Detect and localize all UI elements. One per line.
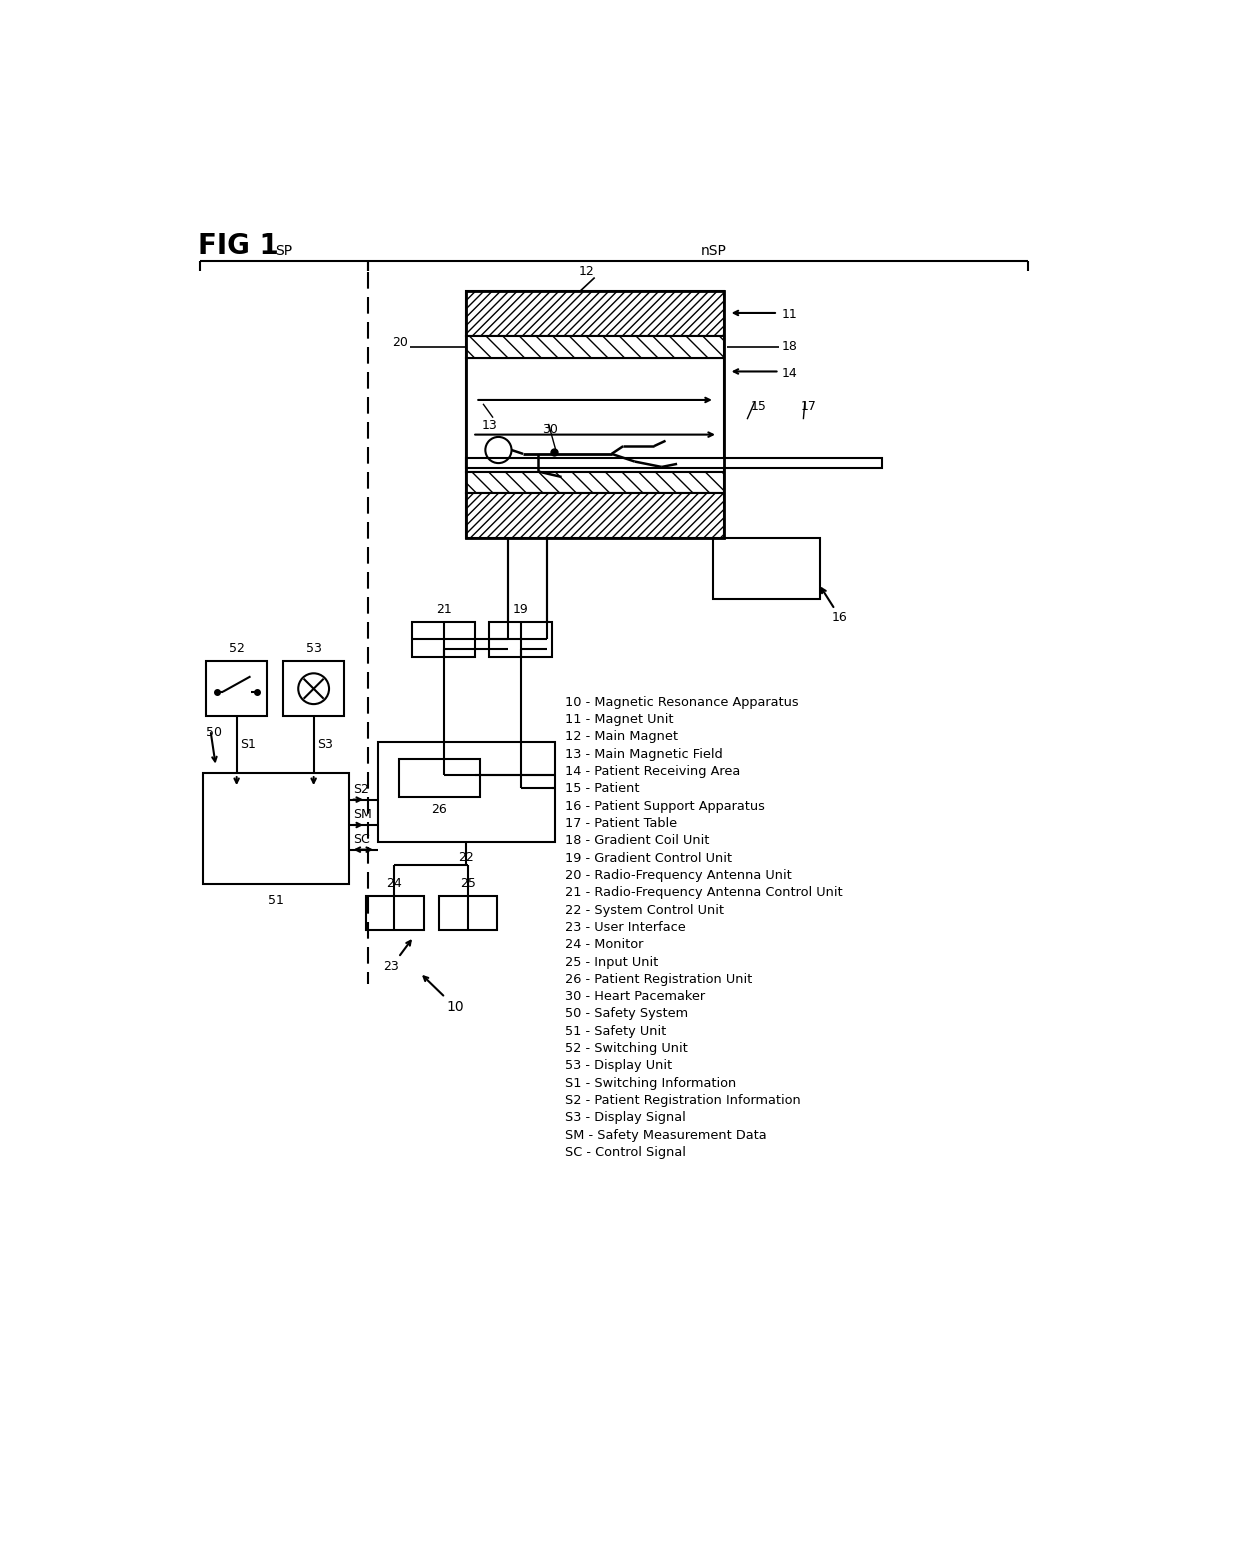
Bar bbox=[466, 292, 724, 537]
Text: 20 - Radio-Frequency Antenna Unit: 20 - Radio-Frequency Antenna Unit bbox=[564, 868, 791, 883]
Text: 26 - Patient Registration Unit: 26 - Patient Registration Unit bbox=[564, 973, 751, 986]
Text: 50: 50 bbox=[206, 726, 222, 739]
Text: S1 - Switching Information: S1 - Switching Information bbox=[564, 1076, 735, 1090]
Text: 53 - Display Unit: 53 - Display Unit bbox=[564, 1059, 672, 1073]
Bar bbox=[412, 623, 475, 658]
Text: S1: S1 bbox=[241, 737, 257, 751]
Text: SC - Control Signal: SC - Control Signal bbox=[564, 1147, 686, 1159]
Text: 17 - Patient Table: 17 - Patient Table bbox=[564, 817, 677, 829]
Text: 12 - Main Magnet: 12 - Main Magnet bbox=[564, 731, 677, 744]
Text: 21 - Radio-Frequency Antenna Control Unit: 21 - Radio-Frequency Antenna Control Uni… bbox=[564, 886, 842, 900]
Text: 52: 52 bbox=[228, 642, 244, 654]
Bar bbox=[466, 472, 724, 494]
Bar bbox=[366, 897, 424, 931]
Bar bbox=[377, 742, 554, 842]
Text: 18: 18 bbox=[781, 341, 797, 353]
Bar bbox=[203, 773, 350, 884]
Text: nSP: nSP bbox=[701, 244, 727, 258]
Text: 19 - Gradient Control Unit: 19 - Gradient Control Unit bbox=[564, 851, 732, 864]
Text: 30: 30 bbox=[542, 423, 558, 436]
Text: 12: 12 bbox=[579, 264, 595, 278]
Bar bbox=[466, 494, 724, 537]
Text: 11: 11 bbox=[781, 308, 797, 320]
Bar bbox=[399, 759, 480, 797]
Bar bbox=[439, 897, 497, 931]
Text: SM: SM bbox=[353, 808, 372, 822]
Text: 10: 10 bbox=[446, 1000, 465, 1014]
Text: 51 - Safety Unit: 51 - Safety Unit bbox=[564, 1025, 666, 1037]
Text: 13 - Main Magnetic Field: 13 - Main Magnetic Field bbox=[564, 748, 723, 761]
Text: SM - Safety Measurement Data: SM - Safety Measurement Data bbox=[564, 1129, 766, 1142]
Text: 16: 16 bbox=[832, 611, 848, 623]
Text: 13: 13 bbox=[481, 419, 497, 433]
Bar bbox=[283, 661, 345, 717]
Text: 21: 21 bbox=[436, 603, 451, 617]
Bar bbox=[466, 358, 724, 472]
Text: 15: 15 bbox=[751, 400, 766, 412]
Bar bbox=[713, 537, 821, 600]
Bar bbox=[466, 292, 724, 336]
Text: 24 - Monitor: 24 - Monitor bbox=[564, 939, 644, 951]
Text: 26: 26 bbox=[432, 803, 448, 817]
Text: S2 - Patient Registration Information: S2 - Patient Registration Information bbox=[564, 1093, 800, 1107]
Bar bbox=[490, 623, 552, 658]
Text: SP: SP bbox=[275, 244, 293, 258]
Text: 30 - Heart Pacemaker: 30 - Heart Pacemaker bbox=[564, 990, 704, 1003]
Text: 14 - Patient Receiving Area: 14 - Patient Receiving Area bbox=[564, 765, 740, 778]
Text: 18 - Gradient Coil Unit: 18 - Gradient Coil Unit bbox=[564, 834, 709, 847]
Text: 23: 23 bbox=[383, 959, 398, 973]
Text: 22 - System Control Unit: 22 - System Control Unit bbox=[564, 903, 724, 917]
Text: 24: 24 bbox=[387, 876, 402, 890]
Text: FIG 1: FIG 1 bbox=[198, 233, 279, 261]
Text: 14: 14 bbox=[781, 367, 797, 380]
Text: 10 - Magnetic Resonance Apparatus: 10 - Magnetic Resonance Apparatus bbox=[564, 695, 799, 709]
Text: 51: 51 bbox=[268, 893, 284, 906]
Text: 53: 53 bbox=[306, 642, 321, 654]
Text: 20: 20 bbox=[393, 336, 408, 350]
Text: 16 - Patient Support Apparatus: 16 - Patient Support Apparatus bbox=[564, 800, 765, 812]
Bar bbox=[206, 661, 268, 717]
Text: 52 - Switching Unit: 52 - Switching Unit bbox=[564, 1042, 687, 1056]
Text: S2: S2 bbox=[353, 783, 368, 795]
Bar bbox=[466, 336, 724, 358]
Text: 50 - Safety System: 50 - Safety System bbox=[564, 1007, 688, 1020]
Text: 19: 19 bbox=[513, 603, 528, 617]
Text: SC: SC bbox=[353, 833, 370, 845]
Text: 25 - Input Unit: 25 - Input Unit bbox=[564, 956, 658, 968]
Bar bbox=[466, 458, 882, 469]
Text: 22: 22 bbox=[459, 851, 474, 864]
Text: 17: 17 bbox=[801, 400, 817, 412]
Text: 23 - User Interface: 23 - User Interface bbox=[564, 922, 686, 934]
Text: 15 - Patient: 15 - Patient bbox=[564, 783, 639, 795]
Text: 11 - Magnet Unit: 11 - Magnet Unit bbox=[564, 712, 673, 726]
Text: S3 - Display Signal: S3 - Display Signal bbox=[564, 1112, 686, 1125]
Text: S3: S3 bbox=[317, 737, 334, 751]
Text: 25: 25 bbox=[460, 876, 476, 890]
